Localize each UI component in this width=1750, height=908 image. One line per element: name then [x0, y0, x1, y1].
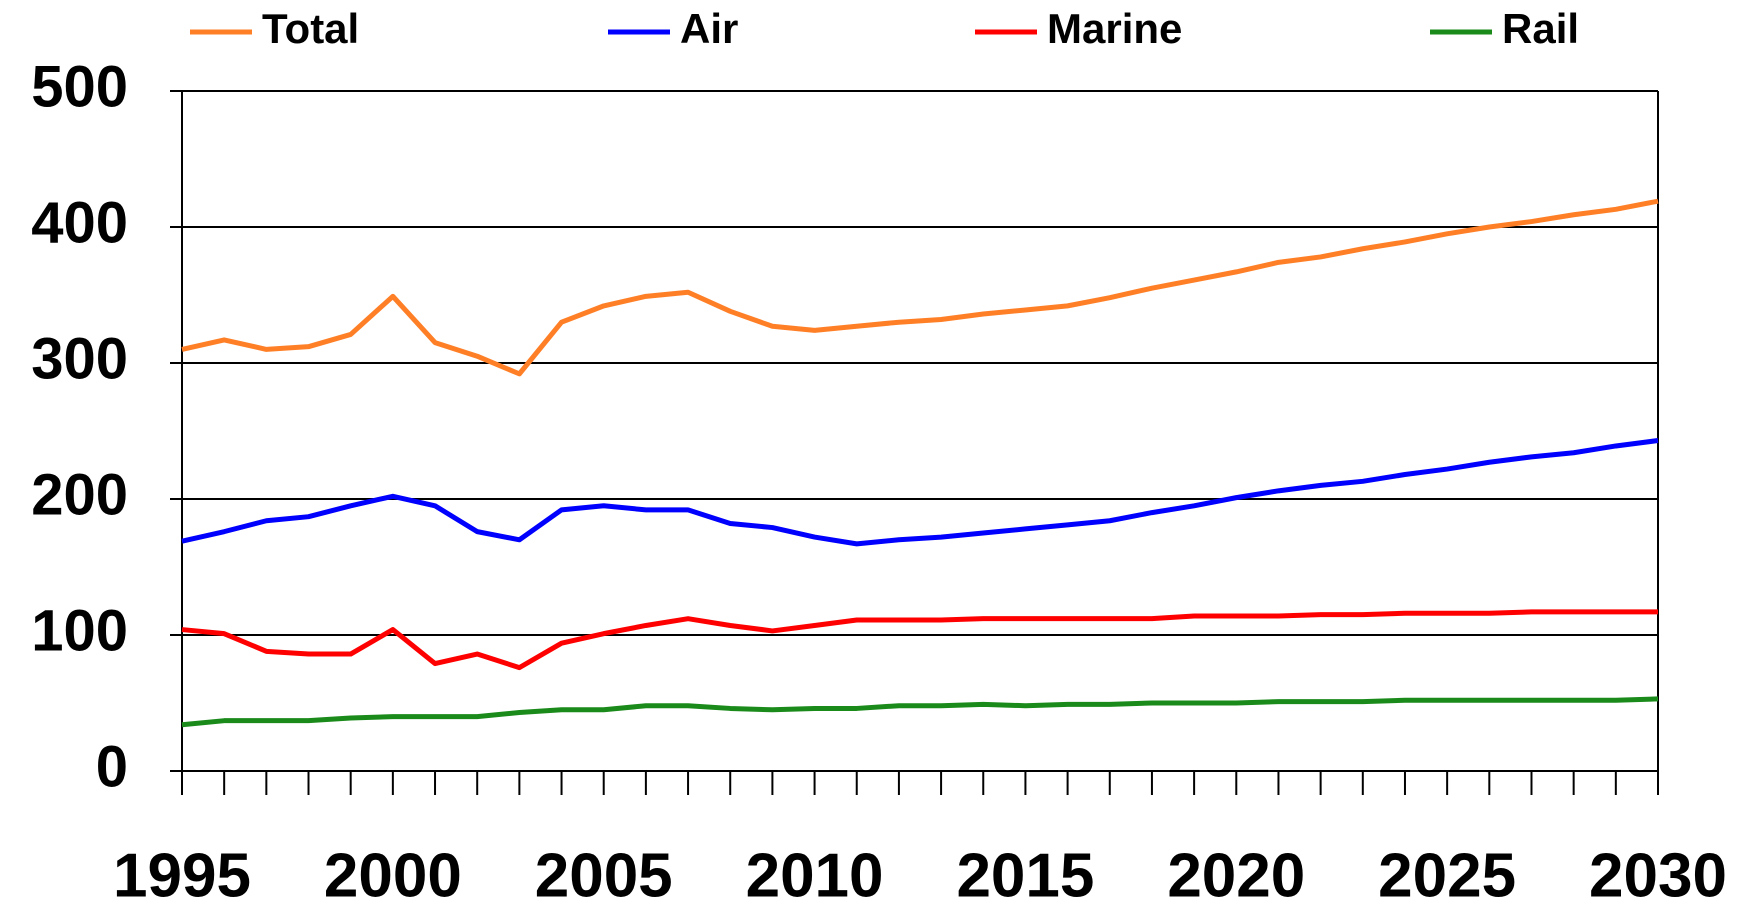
y-tick-label: 200 [31, 462, 128, 527]
series-line [181, 198, 1659, 377]
y-tick-label: 300 [31, 326, 128, 391]
series-line [181, 609, 1658, 671]
x-tick-label: 2015 [956, 841, 1094, 908]
legend-label: Air [680, 5, 738, 52]
x-tick-label: 2025 [1378, 841, 1516, 908]
y-tick-label: 500 [31, 54, 128, 119]
x-tick-label: 2005 [535, 841, 673, 908]
x-tick-label: 2020 [1167, 841, 1305, 908]
legend-label: Marine [1047, 5, 1182, 52]
y-tick-label: 100 [31, 598, 128, 663]
legend-label: Total [262, 5, 359, 52]
x-tick-label: 2000 [324, 841, 462, 908]
y-tick-label: 400 [31, 190, 128, 255]
x-tick-label: 1995 [113, 841, 251, 908]
x-tick-label: 2030 [1589, 841, 1727, 908]
y-tick-label: 0 [96, 734, 128, 799]
series-line [181, 696, 1659, 728]
legend-label: Rail [1502, 5, 1579, 52]
series-line [181, 438, 1659, 547]
x-tick-label: 2010 [746, 841, 884, 908]
